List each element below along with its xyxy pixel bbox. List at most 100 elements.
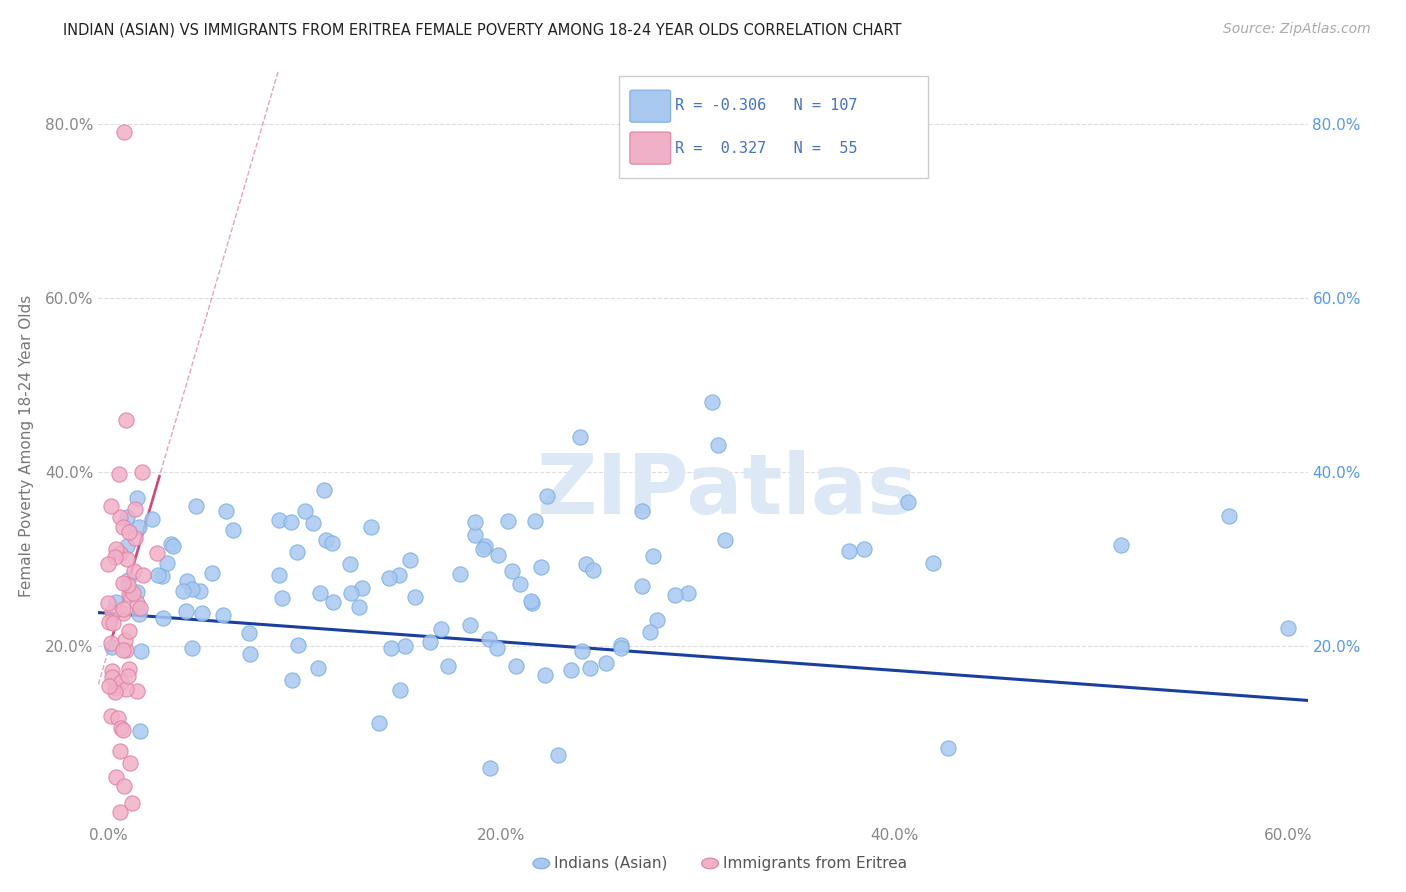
- Point: [287, 545, 309, 559]
- Text: Indians (Asian): Indians (Asian): [554, 856, 668, 871]
- Point: [458, 618, 481, 632]
- Point: [579, 661, 602, 675]
- Point: [267, 513, 290, 527]
- Point: [188, 584, 211, 599]
- Point: [115, 682, 138, 697]
- Point: [641, 549, 664, 563]
- Point: [172, 584, 194, 599]
- Point: [100, 500, 122, 514]
- Point: [104, 595, 127, 609]
- Point: [496, 514, 519, 528]
- Point: [321, 536, 343, 550]
- Point: [922, 557, 945, 571]
- Point: [110, 721, 132, 735]
- Point: [97, 558, 120, 572]
- Point: [485, 640, 508, 655]
- Point: [105, 541, 128, 556]
- Point: [115, 642, 138, 657]
- Point: [524, 514, 547, 528]
- Point: [322, 594, 344, 608]
- Point: [638, 624, 661, 639]
- Point: [129, 600, 152, 615]
- Point: [464, 528, 486, 542]
- Point: [647, 613, 669, 627]
- Point: [301, 516, 323, 530]
- Point: [141, 512, 163, 526]
- Point: [309, 586, 332, 600]
- Point: [314, 483, 336, 497]
- Point: [180, 582, 202, 597]
- Point: [212, 608, 235, 623]
- Point: [100, 636, 122, 650]
- Point: [472, 542, 495, 557]
- Point: [101, 615, 124, 630]
- Point: [107, 711, 129, 725]
- Point: [111, 576, 134, 591]
- Point: [347, 600, 370, 615]
- Point: [118, 524, 141, 539]
- Point: [117, 578, 139, 592]
- Point: [700, 395, 723, 409]
- Point: [350, 581, 373, 595]
- Point: [118, 587, 141, 601]
- Point: [449, 567, 471, 582]
- Point: [294, 504, 316, 518]
- Point: [152, 610, 174, 624]
- Point: [122, 564, 145, 578]
- Point: [464, 515, 486, 529]
- Text: R =  0.327   N =  55: R = 0.327 N = 55: [675, 141, 858, 155]
- Text: INDIAN (ASIAN) VS IMMIGRANTS FROM ERITREA FEMALE POVERTY AMONG 18-24 YEAR OLDS C: INDIAN (ASIAN) VS IMMIGRANTS FROM ERITRE…: [63, 22, 901, 37]
- Point: [108, 510, 131, 524]
- Point: [112, 125, 135, 139]
- Point: [156, 557, 179, 571]
- Point: [560, 663, 582, 677]
- Point: [520, 596, 543, 610]
- Point: [97, 596, 120, 610]
- Point: [399, 553, 422, 567]
- Point: [107, 467, 129, 482]
- Point: [520, 594, 543, 608]
- Point: [530, 559, 553, 574]
- Point: [533, 668, 555, 682]
- Point: [595, 656, 617, 670]
- Point: [838, 544, 860, 558]
- Point: [486, 549, 509, 563]
- Point: [569, 430, 592, 444]
- Point: [505, 659, 527, 673]
- Point: [630, 504, 652, 518]
- Point: [340, 585, 363, 599]
- Point: [388, 682, 411, 697]
- Point: [117, 509, 139, 524]
- Point: [501, 565, 523, 579]
- Point: [287, 639, 309, 653]
- Point: [118, 624, 141, 639]
- Point: [897, 495, 920, 509]
- Point: [125, 684, 148, 698]
- Point: [124, 531, 146, 545]
- Point: [575, 557, 598, 571]
- Point: [270, 591, 292, 605]
- Point: [115, 539, 138, 553]
- Point: [104, 681, 127, 696]
- Point: [280, 516, 302, 530]
- Point: [936, 741, 959, 756]
- Point: [174, 604, 197, 618]
- Point: [117, 669, 139, 683]
- Point: [676, 586, 699, 600]
- Point: [108, 805, 131, 819]
- Point: [100, 605, 122, 619]
- Point: [339, 557, 361, 571]
- Point: [112, 601, 135, 615]
- Point: [112, 606, 135, 620]
- Point: [215, 504, 238, 518]
- Point: [112, 643, 135, 657]
- Point: [280, 673, 302, 687]
- Point: [419, 634, 441, 648]
- Point: [112, 520, 135, 534]
- Point: [474, 539, 496, 553]
- Point: [112, 723, 135, 737]
- Point: [160, 537, 183, 551]
- Point: [118, 756, 141, 771]
- Point: [124, 502, 146, 516]
- Point: [221, 524, 243, 538]
